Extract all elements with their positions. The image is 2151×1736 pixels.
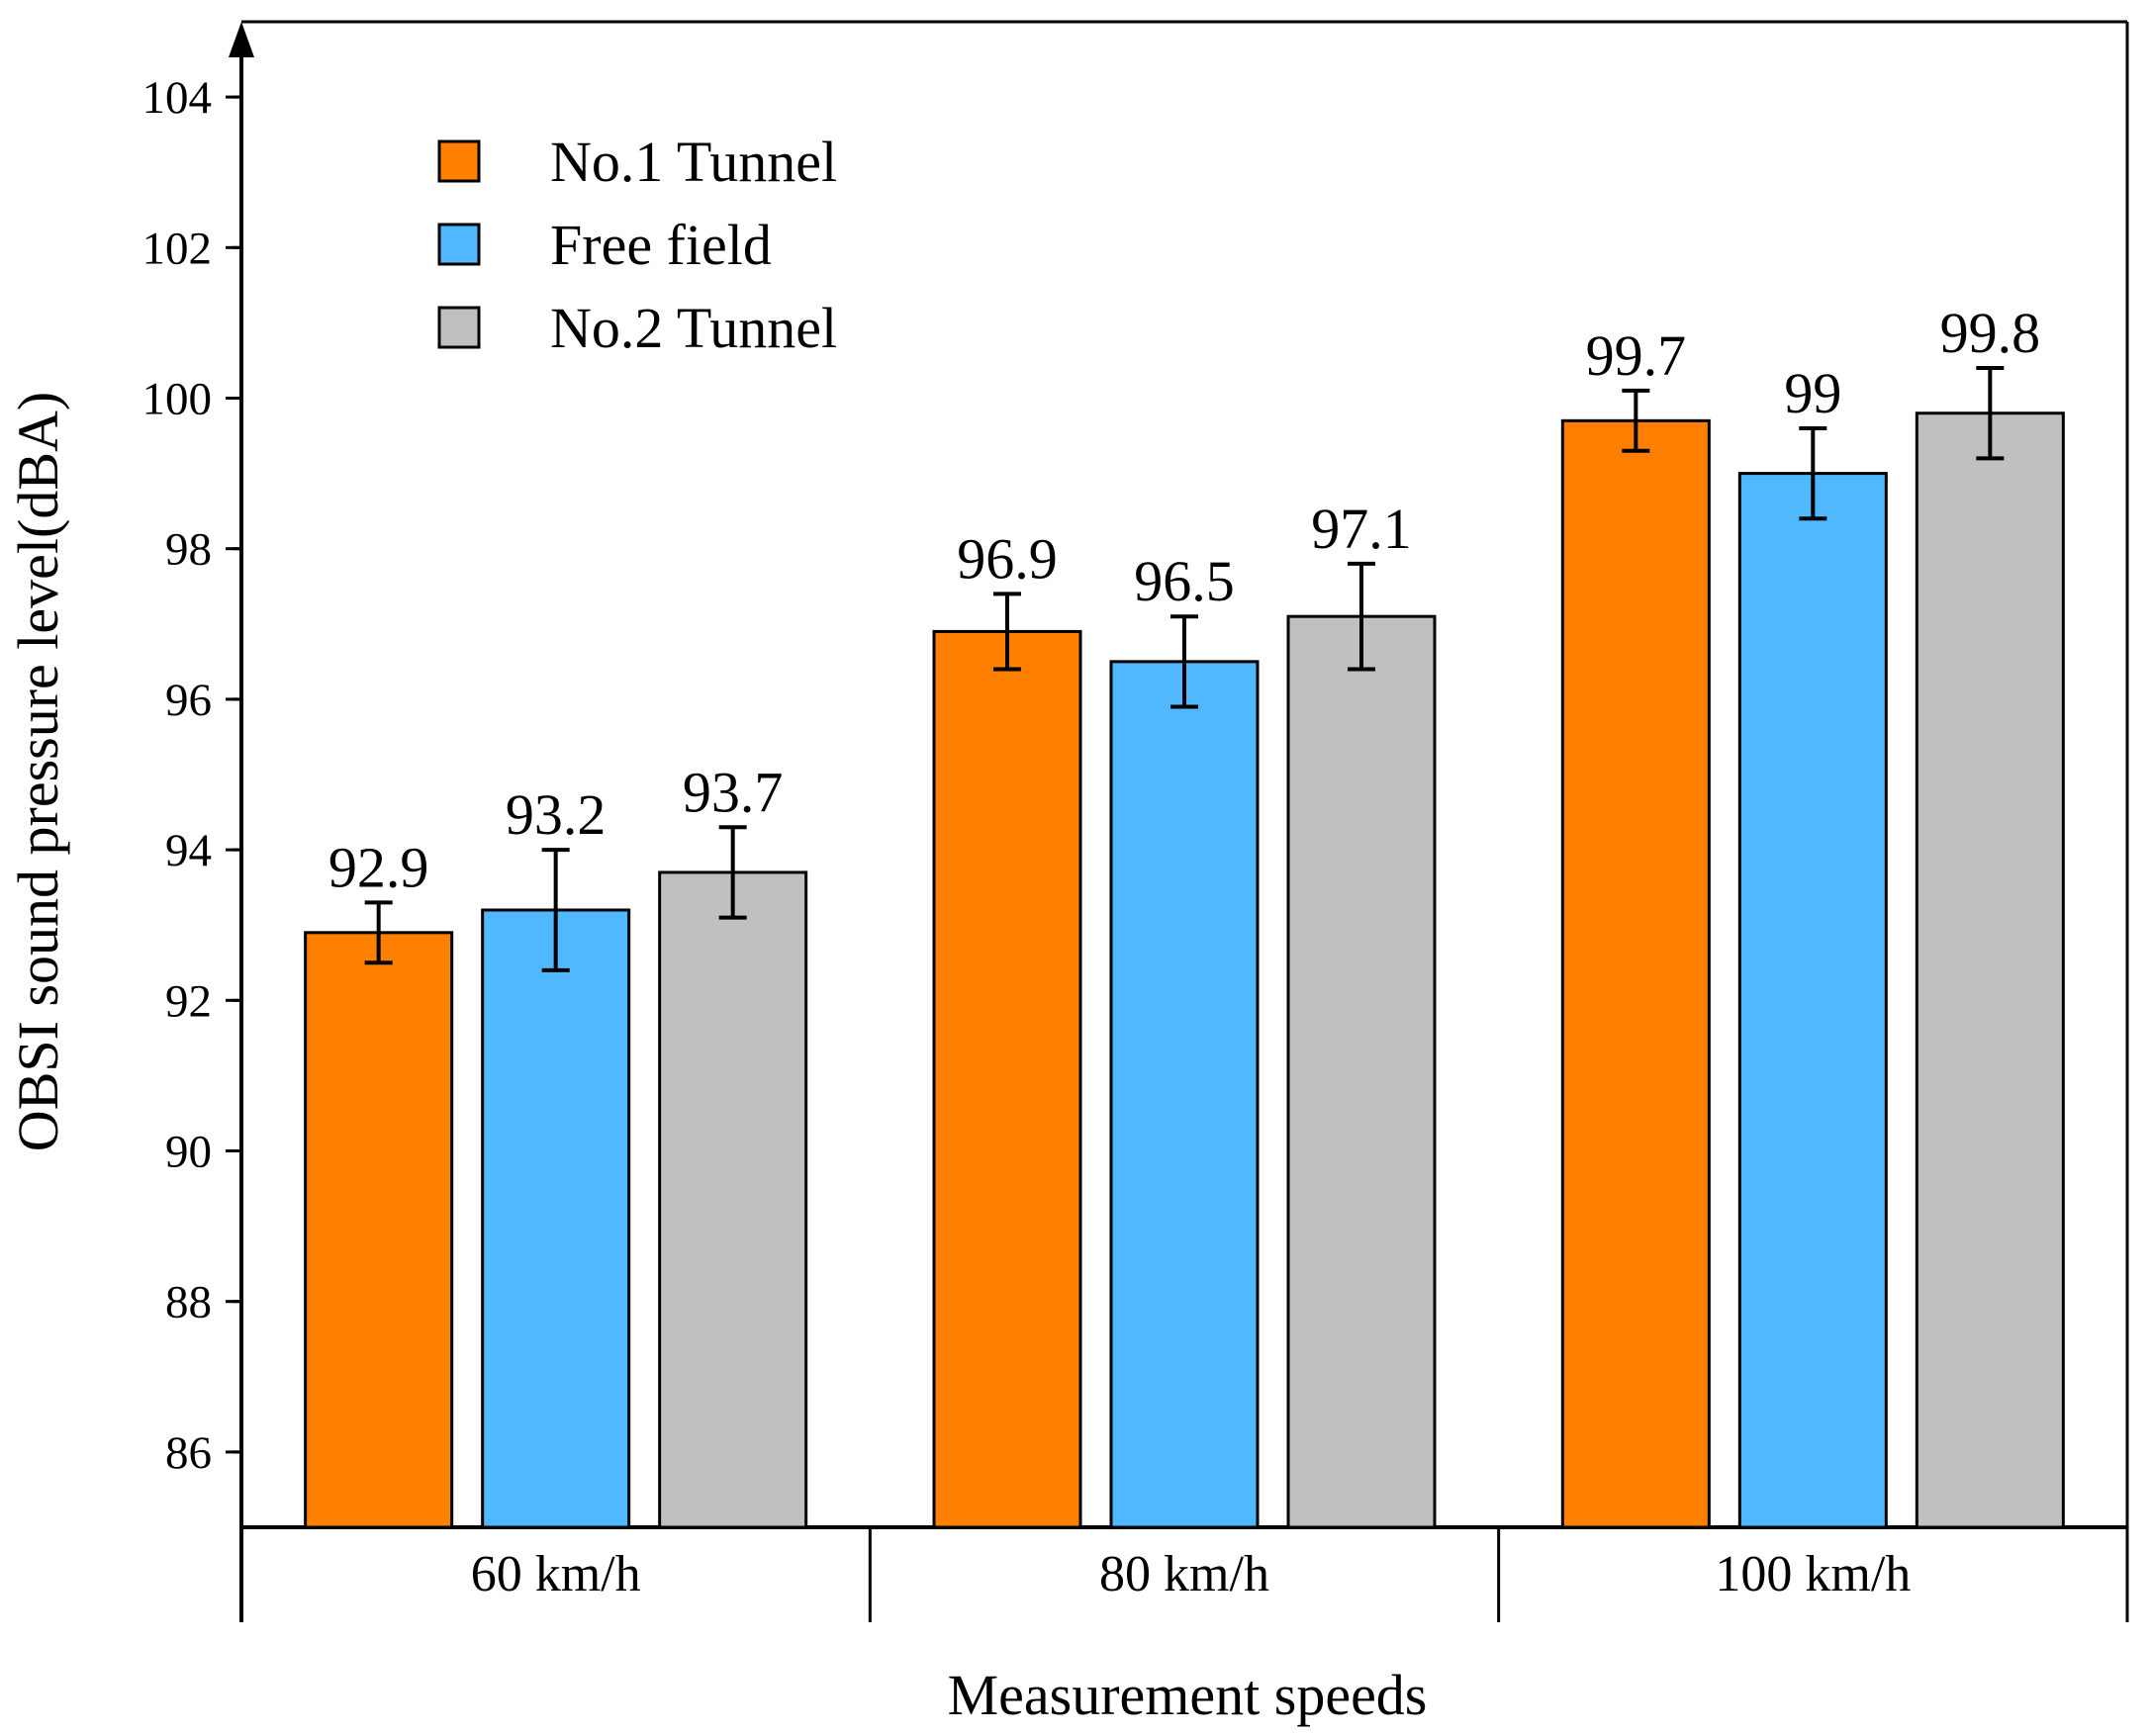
legend-label: No.2 Tunnel <box>550 296 837 360</box>
bar <box>481 908 631 1529</box>
data-label: 92.9 <box>328 835 429 899</box>
bar <box>932 629 1082 1529</box>
y-tick-label: 96 <box>165 675 212 726</box>
x-tick-label: 80 km/h <box>1099 1546 1269 1602</box>
y-tick-label: 100 <box>142 374 213 425</box>
y-tick-label: 98 <box>165 524 212 576</box>
data-label: 93.2 <box>506 782 607 847</box>
y-tick-label: 102 <box>142 223 213 274</box>
y-axis-arrow <box>229 22 254 57</box>
data-label: 99.7 <box>1586 323 1687 388</box>
y-tick-label: 92 <box>165 975 212 1027</box>
data-label: 99 <box>1784 361 1841 425</box>
y-axis-title: OBSI sound pressure level(dBA) <box>6 392 70 1151</box>
bar <box>1109 660 1260 1529</box>
data-label: 96.5 <box>1134 549 1235 613</box>
bar <box>304 931 454 1529</box>
bar <box>1560 418 1711 1529</box>
bar <box>1286 614 1437 1529</box>
legend-swatch <box>437 139 481 183</box>
data-labels: 92.9 96.9 99.7 93.2 96.5 99 93.7 97.1 99.8 <box>328 301 2040 899</box>
legend-label: No.1 Tunnel <box>550 130 837 194</box>
y-tick-label: 86 <box>165 1427 212 1479</box>
bar <box>1915 411 2065 1529</box>
x-tick-label: 60 km/h <box>471 1546 641 1602</box>
plot-frame <box>241 20 2129 1622</box>
x-tick-label: 100 km/h <box>1715 1546 1911 1602</box>
bars <box>304 411 2065 1529</box>
legend: No.1 Tunnel Free field No.2 Tunnel <box>437 130 837 360</box>
y-tick-label: 88 <box>165 1277 212 1328</box>
y-tick-label: 90 <box>165 1127 212 1178</box>
data-label: 99.8 <box>1940 301 2041 365</box>
bar <box>658 870 808 1529</box>
x-axis-title: Measurement speeds <box>948 1663 1428 1727</box>
legend-label: Free field <box>550 213 772 277</box>
legend-swatch <box>437 306 481 349</box>
data-label: 96.9 <box>957 526 1058 591</box>
bar <box>1737 472 1888 1529</box>
error-bars <box>364 366 2005 972</box>
legend-swatch <box>437 223 481 266</box>
data-label: 97.1 <box>1311 497 1412 561</box>
y-tick-label: 94 <box>165 825 212 876</box>
x-axis: 60 km/h 80 km/h 100 km/h <box>241 1525 2127 1622</box>
data-label: 93.7 <box>683 760 784 824</box>
y-axis: 86 88 90 92 94 96 98 100 102 104 <box>142 22 254 1622</box>
y-tick-label: 104 <box>142 72 213 124</box>
